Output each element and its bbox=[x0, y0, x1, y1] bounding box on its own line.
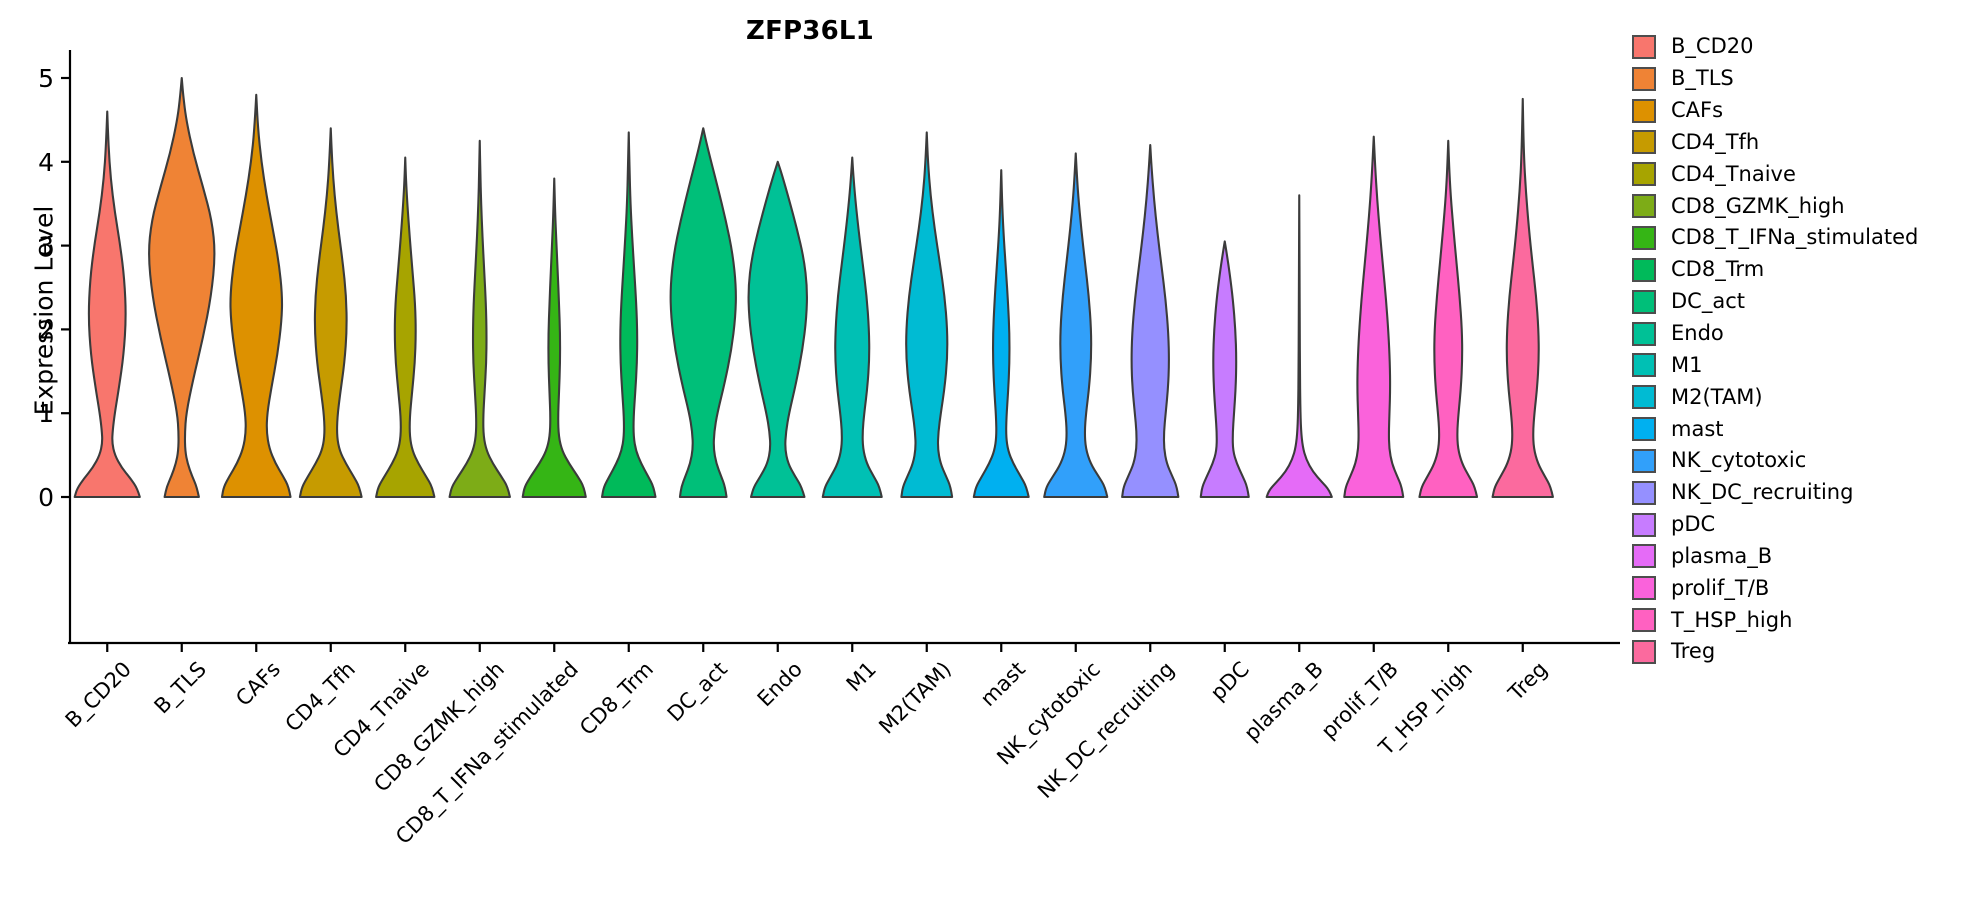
violin-CD4_Tnaive bbox=[375, 156, 436, 499]
legend-item-Endo[interactable]: Endo bbox=[1632, 318, 1962, 350]
legend-color-swatch bbox=[1632, 480, 1656, 505]
violin-CAFs bbox=[220, 93, 292, 499]
x-tick-group bbox=[106, 643, 1524, 652]
legend-item-label: NK_DC_recruiting bbox=[1671, 480, 1854, 505]
legend-item-CD4_Tfh[interactable]: CD4_Tfh bbox=[1632, 127, 1962, 159]
violins-group bbox=[73, 76, 1554, 499]
violin-CD4_Tfh bbox=[298, 127, 363, 499]
legend-item-CD4_Tnaive[interactable]: CD4_Tnaive bbox=[1632, 158, 1962, 190]
violin-CD8_T_IFNa_stimulated bbox=[521, 177, 587, 499]
violin-mast bbox=[972, 169, 1030, 499]
legend-color-swatch bbox=[1632, 448, 1656, 473]
legend-color-swatch bbox=[1632, 66, 1656, 91]
violin-NK_cytotoxic bbox=[1043, 152, 1109, 499]
y-tick-group: 0 1 2 3 4 5 bbox=[38, 64, 70, 512]
legend-color-swatch bbox=[1632, 385, 1656, 410]
legend-color-swatch bbox=[1632, 162, 1656, 187]
legend-item-label: B_CD20 bbox=[1671, 34, 1754, 59]
legend-item-B_CD20[interactable]: B_CD20 bbox=[1632, 31, 1962, 63]
legend-item-CD8_T_IFNa_stimulated[interactable]: CD8_T_IFNa_stimulated bbox=[1632, 222, 1962, 254]
legend-color-swatch bbox=[1632, 639, 1656, 664]
legend-item-M2(TAM)[interactable]: M2(TAM) bbox=[1632, 381, 1962, 413]
legend-color-swatch bbox=[1632, 512, 1656, 537]
legend-item-DC_act[interactable]: DC_act bbox=[1632, 286, 1962, 318]
legend-item-label: T_HSP_high bbox=[1671, 607, 1793, 632]
violin-prolif_T/B bbox=[1343, 135, 1405, 499]
legend-item-label: Endo bbox=[1671, 321, 1724, 346]
legend-item-T_HSP_high[interactable]: T_HSP_high bbox=[1632, 604, 1962, 636]
legend-color-swatch bbox=[1632, 98, 1656, 123]
legend-item-Treg[interactable]: Treg bbox=[1632, 636, 1962, 668]
violin-DC_act bbox=[669, 127, 737, 499]
legend-color-swatch bbox=[1632, 289, 1656, 314]
legend-item-prolif_T/B[interactable]: prolif_T/B bbox=[1632, 572, 1962, 604]
y-tick-label: 5 bbox=[38, 64, 54, 93]
legend-item-label: DC_act bbox=[1671, 289, 1745, 314]
legend-item-NK_DC_recruiting[interactable]: NK_DC_recruiting bbox=[1632, 477, 1962, 509]
legend-color-swatch bbox=[1632, 353, 1656, 378]
violin-M2(TAM) bbox=[900, 131, 954, 499]
legend-item-label: NK_cytotoxic bbox=[1671, 448, 1807, 473]
page-title: ZFP36L1 bbox=[746, 16, 874, 46]
legend-item-pDC[interactable]: pDC bbox=[1632, 509, 1962, 541]
legend: B_CD20 B_TLS CAFs CD4_Tfh CD4_Tnaive CD8_GZMK… bbox=[1632, 31, 1962, 668]
legend-color-swatch bbox=[1632, 257, 1656, 282]
violin-M1 bbox=[821, 156, 883, 499]
legend-item-NK_cytotoxic[interactable]: NK_cytotoxic bbox=[1632, 445, 1962, 477]
legend-item-M1[interactable]: M1 bbox=[1632, 349, 1962, 381]
violin-plasma_B bbox=[1265, 194, 1333, 499]
y-tick-label: 0 bbox=[38, 483, 54, 512]
legend-color-swatch bbox=[1632, 576, 1656, 601]
violin-B_CD20 bbox=[73, 110, 141, 499]
violin-B_TLS bbox=[148, 76, 216, 499]
legend-item-B_TLS[interactable]: B_TLS bbox=[1632, 63, 1962, 95]
violin-CD8_GZMK_high bbox=[448, 139, 511, 499]
violin-CD8_Trm bbox=[600, 131, 657, 499]
violin-pDC bbox=[1199, 240, 1250, 499]
axes-group bbox=[68, 50, 1620, 645]
legend-item-label: pDC bbox=[1671, 512, 1716, 537]
legend-color-swatch bbox=[1632, 130, 1656, 155]
violin-Treg bbox=[1491, 97, 1554, 499]
legend-item-CD8_GZMK_high[interactable]: CD8_GZMK_high bbox=[1632, 190, 1962, 222]
y-tick-label: 4 bbox=[38, 148, 54, 177]
legend-item-label: CD8_GZMK_high bbox=[1671, 193, 1845, 218]
y-tick-label: 2 bbox=[38, 315, 54, 344]
legend-item-label: B_TLS bbox=[1671, 66, 1734, 91]
legend-item-label: CD4_Tfh bbox=[1671, 129, 1760, 154]
y-tick-label: 1 bbox=[38, 399, 54, 428]
legend-color-swatch bbox=[1632, 544, 1656, 569]
legend-item-label: CD8_Trm bbox=[1671, 257, 1765, 282]
legend-item-label: prolif_T/B bbox=[1671, 575, 1770, 600]
legend-item-label: Treg bbox=[1671, 639, 1716, 664]
legend-item-label: CAFs bbox=[1671, 98, 1724, 123]
violin-T_HSP_high bbox=[1418, 139, 1479, 499]
legend-item-label: M2(TAM) bbox=[1671, 384, 1763, 409]
legend-item-CAFs[interactable]: CAFs bbox=[1632, 95, 1962, 127]
legend-item-label: M1 bbox=[1671, 352, 1703, 377]
y-tick-label: 3 bbox=[38, 232, 54, 261]
legend-color-swatch bbox=[1632, 225, 1656, 250]
violin-Endo bbox=[747, 160, 808, 499]
legend-item-label: mast bbox=[1671, 416, 1724, 441]
legend-item-mast[interactable]: mast bbox=[1632, 413, 1962, 445]
legend-item-label: CD8_T_IFNa_stimulated bbox=[1671, 225, 1919, 250]
legend-item-label: CD4_Tnaive bbox=[1671, 161, 1796, 186]
legend-item-label: plasma_B bbox=[1671, 543, 1773, 568]
legend-color-swatch bbox=[1632, 321, 1656, 346]
legend-color-swatch bbox=[1632, 34, 1656, 59]
legend-item-CD8_Trm[interactable]: CD8_Trm bbox=[1632, 254, 1962, 286]
legend-color-swatch bbox=[1632, 608, 1656, 633]
legend-color-swatch bbox=[1632, 417, 1656, 442]
violin-NK_DC_recruiting bbox=[1121, 143, 1180, 499]
legend-color-swatch bbox=[1632, 194, 1656, 219]
legend-item-plasma_B[interactable]: plasma_B bbox=[1632, 541, 1962, 573]
